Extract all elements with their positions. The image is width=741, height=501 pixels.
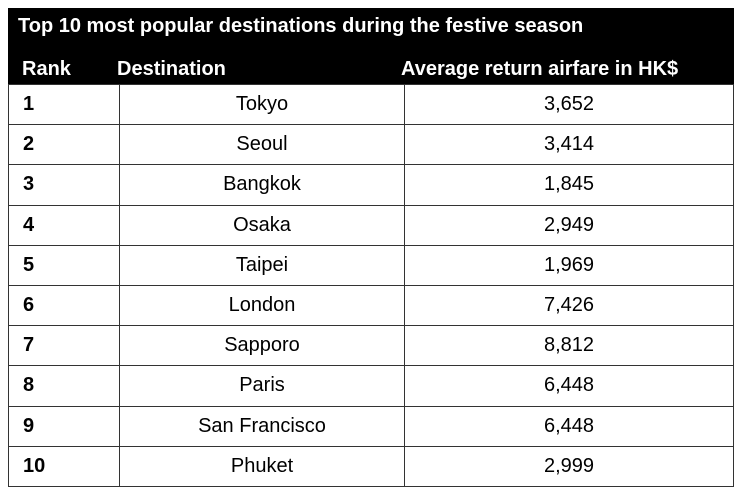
table-row: 4 Osaka 2,949 (8, 204, 734, 246)
table-row: 1 Tokyo 3,652 (8, 83, 734, 126)
destination-cell: London (119, 284, 405, 327)
destination-cell: Bangkok (119, 164, 405, 206)
rank-cell: 5 (8, 244, 120, 286)
fare-cell: 8,812 (404, 325, 734, 367)
column-header-destination: Destination (117, 58, 226, 80)
table-row: 6 London 7,426 (8, 284, 734, 327)
fare-cell: 6,448 (404, 405, 734, 447)
rank-cell: 7 (8, 325, 120, 367)
table-row: 9 San Francisco 6,448 (8, 405, 734, 447)
fare-cell: 1,969 (404, 244, 734, 286)
destination-cell: Phuket (119, 445, 405, 487)
destination-cell: Tokyo (119, 83, 405, 126)
table-row: 5 Taipei 1,969 (8, 244, 734, 286)
rank-cell: 4 (8, 204, 120, 246)
column-header-fare: Average return airfare in HK$ (401, 58, 679, 80)
table-row: 10 Phuket 2,999 (8, 445, 734, 487)
destination-cell: San Francisco (119, 405, 405, 447)
fare-cell: 1,845 (404, 164, 734, 206)
destination-cell: Seoul (119, 124, 405, 166)
table-row: 7 Sapporo 8,812 (8, 325, 734, 367)
rank-cell: 1 (8, 83, 120, 126)
destinations-table: 1 Tokyo 3,652 2 Seoul 3,414 3 Bangkok 1,… (8, 83, 734, 487)
rank-cell: 9 (8, 405, 120, 447)
rank-cell: 2 (8, 124, 120, 166)
table-row: 2 Seoul 3,414 (8, 124, 734, 166)
fare-cell: 3,652 (404, 83, 734, 126)
fare-cell: 6,448 (404, 365, 734, 407)
fare-cell: 3,414 (404, 124, 734, 166)
table-title: Top 10 most popular destinations during … (18, 15, 584, 37)
fare-cell: 7,426 (404, 284, 734, 327)
destination-cell: Sapporo (119, 325, 405, 367)
rank-cell: 10 (8, 445, 120, 487)
fare-cell: 2,999 (404, 445, 734, 487)
destination-cell: Paris (119, 365, 405, 407)
destination-cell: Taipei (119, 244, 405, 286)
table-row: 8 Paris 6,448 (8, 365, 734, 407)
fare-cell: 2,949 (404, 204, 734, 246)
rank-cell: 8 (8, 365, 120, 407)
table-header: Top 10 most popular destinations during … (8, 8, 734, 84)
column-header-rank: Rank (22, 58, 71, 80)
table-row: 3 Bangkok 1,845 (8, 164, 734, 206)
rank-cell: 6 (8, 284, 120, 327)
rank-cell: 3 (8, 164, 120, 206)
destination-cell: Osaka (119, 204, 405, 246)
